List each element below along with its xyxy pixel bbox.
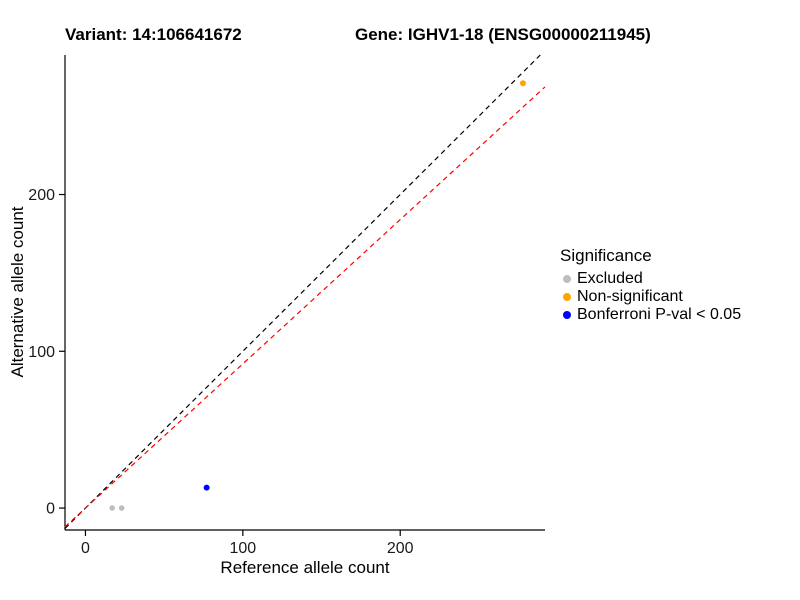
x-axis-label: Reference allele count — [220, 558, 390, 577]
legend-entries: Excluded Non-significant Bonferroni P-val … — [558, 270, 741, 324]
point-excluded — [109, 505, 116, 511]
y-tick-label: 200 — [28, 187, 55, 204]
x-tick-label: 100 — [229, 540, 256, 557]
expected-dashed-line — [64, 86, 546, 528]
legend-title: Significance — [560, 246, 652, 265]
point-non-significant — [519, 80, 526, 87]
legend-entry: Non-significant — [558, 288, 741, 306]
legend-entry-label: Bonferroni P-val < 0.05 — [577, 306, 742, 323]
variant-title: Variant: 14:106641672 — [65, 25, 242, 44]
x-tick-label: 0 — [81, 540, 90, 557]
identity-dashed-line — [64, 54, 541, 529]
gene-title: Gene: IGHV1-18 (ENSG00000211945) — [355, 25, 651, 44]
point-excluded — [118, 505, 125, 511]
legend-dot — [563, 275, 571, 283]
y-tick-label: 100 — [28, 344, 55, 361]
legend-entry-label: Excluded — [577, 270, 643, 287]
x-tick-label: 200 — [387, 540, 414, 557]
point-bonferroni — [203, 484, 210, 491]
legend: Significance Excluded Non-significant Bonf… — [558, 246, 741, 324]
legend-dot — [563, 293, 571, 301]
y-axis-label: Alternative allele count — [8, 206, 27, 378]
legend-entry: Bonferroni P-val < 0.05 — [558, 306, 741, 324]
y-tick-label: 0 — [46, 501, 55, 518]
legend-dot — [563, 311, 571, 319]
legend-entry: Excluded — [558, 270, 741, 288]
legend-entry-label: Non-significant — [577, 288, 683, 305]
